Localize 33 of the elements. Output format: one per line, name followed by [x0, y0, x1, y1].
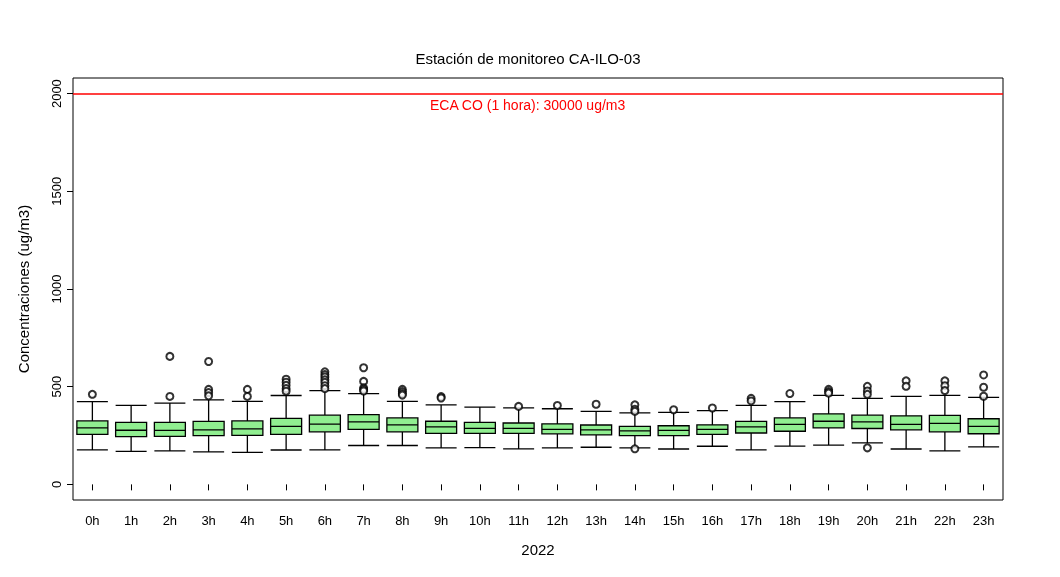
x-tick-label: 20h: [856, 513, 879, 528]
x-tick-label: 7h: [356, 513, 371, 528]
x-tick-label: 6h: [317, 513, 333, 528]
y-tick-label: 2000: [49, 79, 64, 109]
x-tick-label: 21h: [895, 513, 917, 528]
x-tick-label: 5h: [278, 513, 294, 528]
x-tick-label: 4h: [240, 513, 255, 528]
x-tick-label: 11h: [508, 513, 529, 528]
y-axis-title: Concentraciones (ug/m3): [15, 204, 32, 374]
chart-title: Estación de monitoreo CA-ILO-03: [415, 50, 641, 67]
x-tick-label: 16h: [701, 513, 724, 528]
x-tick-label: 1h: [123, 513, 139, 528]
x-tick-label: 9h: [433, 513, 449, 528]
x-tick-label: 8h: [395, 513, 410, 528]
x-tick-label: 17h: [740, 513, 762, 528]
y-tick-label: 0: [49, 480, 64, 488]
x-tick-label: 13h: [585, 513, 607, 528]
x-axis-title: 2022: [521, 541, 555, 558]
x-tick-label: 22h: [934, 513, 956, 528]
x-tick-label: 12h: [546, 513, 569, 528]
annotation: ECA CO (1 hora): 30000 ug/m3: [429, 96, 626, 113]
x-tick-label: 3h: [201, 513, 216, 528]
x-tick-label: 18h: [779, 513, 801, 528]
x-tick-label: 19h: [817, 513, 840, 528]
x-tick-label: 0h: [85, 513, 100, 528]
x-tick-label: 15h: [662, 513, 685, 528]
x-tick-label: 14h: [624, 513, 646, 528]
x-tick-label: 2h: [162, 513, 178, 528]
y-tick-label: 1000: [49, 274, 64, 304]
x-tick-label: 10h: [469, 513, 491, 528]
y-tick-label: 500: [49, 375, 64, 398]
x-tick-label: 23h: [972, 513, 995, 528]
y-tick-label: 1500: [49, 176, 64, 206]
